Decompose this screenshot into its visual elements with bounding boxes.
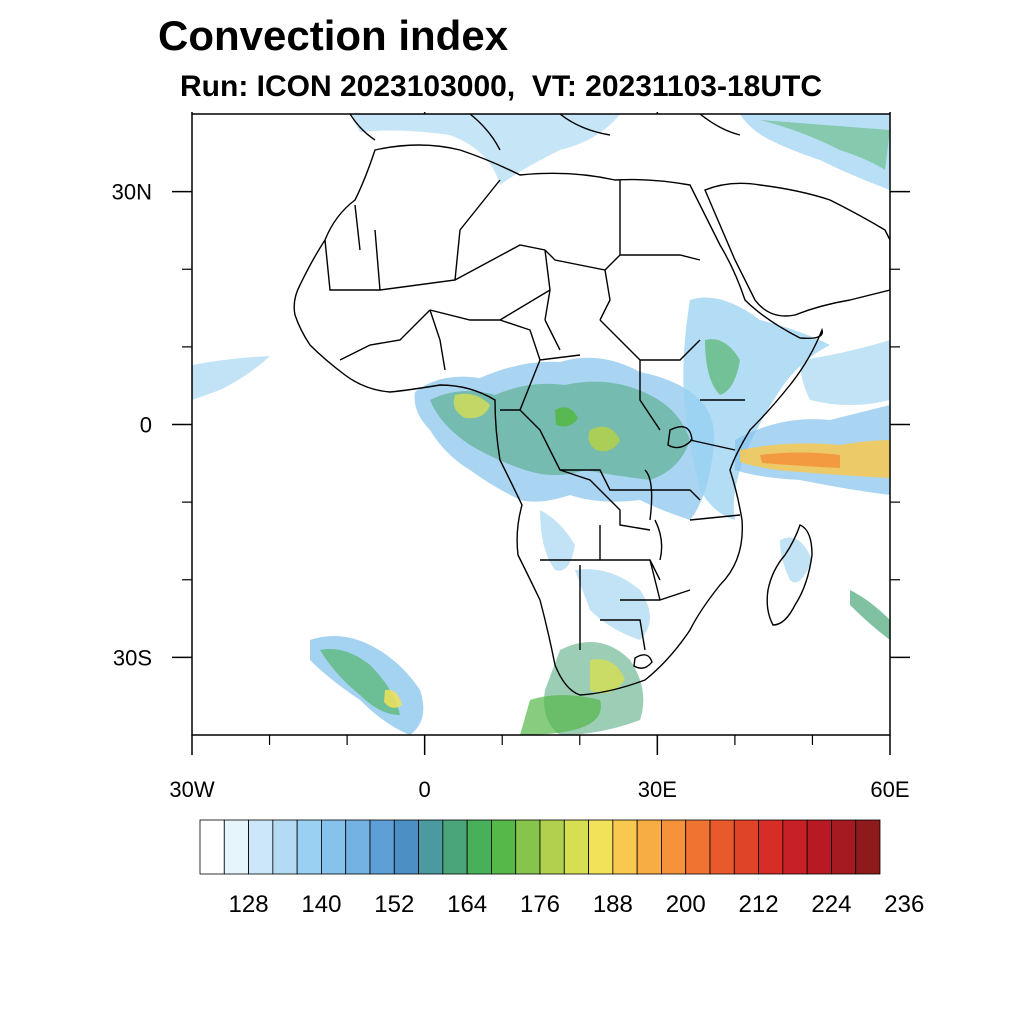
convection-area — [555, 407, 578, 427]
lat-tick-label: 0 — [140, 413, 152, 438]
colorbar-swatch — [321, 819, 347, 875]
lon-tick-label: 60E — [870, 777, 909, 802]
convection-area — [740, 114, 890, 190]
colorbar-label: 152 — [374, 891, 414, 918]
convection-area — [540, 510, 575, 571]
lesotho-outline — [633, 654, 653, 669]
colorbar-swatch — [831, 819, 857, 875]
colorbar: 128 140 152 164 176 188 200 212 224 236 — [199, 819, 924, 918]
convection-area — [800, 340, 890, 405]
colorbar-swatch — [418, 819, 444, 875]
colorbar-swatch — [491, 819, 517, 875]
colorbar-swatch — [272, 819, 298, 875]
colorbar-swatch — [563, 819, 589, 875]
colorbar-swatch — [466, 819, 492, 875]
colorbar-swatch — [345, 819, 371, 875]
colorbar-label: 224 — [811, 891, 851, 918]
colorbar-swatch — [369, 819, 395, 875]
europe-coastline — [349, 114, 741, 151]
colorbar-swatch — [636, 819, 662, 875]
colorbar-label: 128 — [229, 891, 269, 918]
coastlines — [293, 114, 890, 696]
colorbar-swatch — [588, 819, 614, 875]
convection-area — [320, 649, 400, 715]
lat-tick-label: 30N — [112, 180, 152, 205]
colorbar-swatch — [806, 819, 832, 875]
colorbar-swatch — [782, 819, 808, 875]
colorbar-swatch — [612, 819, 638, 875]
colorbar-swatch — [733, 819, 759, 875]
convection-area — [520, 695, 601, 735]
convection-area — [705, 339, 740, 395]
colorbar-label: 164 — [447, 891, 487, 918]
colorbar-swatch — [199, 819, 225, 875]
colorbar-label: 188 — [593, 891, 633, 918]
lon-tick-label: 30W — [169, 777, 214, 802]
convection-area — [384, 689, 402, 708]
colorbar-label: 212 — [739, 891, 779, 918]
convection-area — [590, 659, 625, 694]
colorbar-label: 200 — [666, 891, 706, 918]
convection-area — [850, 590, 890, 640]
convection-area — [192, 356, 270, 400]
colorbar-label: 236 — [884, 891, 924, 918]
convection-field — [192, 114, 890, 735]
colorbar-swatch — [248, 819, 274, 875]
colorbar-swatch — [296, 819, 322, 875]
convection-area — [588, 426, 620, 452]
africa-coastline — [293, 144, 824, 696]
colorbar-swatch — [539, 819, 565, 875]
arabia-coastline — [704, 182, 890, 317]
chart-title: Convection index — [158, 12, 509, 59]
colorbar-swatch — [393, 819, 419, 875]
colorbar-label: 140 — [301, 891, 341, 918]
convection-area — [760, 452, 840, 468]
colorbar-swatch — [442, 819, 468, 875]
colorbar-swatch — [685, 819, 711, 875]
convection-area — [350, 114, 620, 185]
convection-area — [575, 569, 650, 640]
lat-tick-label: 30S — [113, 645, 152, 670]
colorbar-swatch — [515, 819, 541, 875]
convection-area — [453, 393, 490, 419]
colorbar-swatch — [758, 819, 784, 875]
convection-area — [780, 537, 812, 583]
convection-area — [760, 120, 890, 170]
lon-tick-label: 0 — [419, 777, 431, 802]
map-axes: 30W 0 30E 60E 30N 0 30S — [112, 112, 910, 802]
colorbar-swatch — [661, 819, 687, 875]
lon-tick-label: 30E — [638, 777, 677, 802]
colorbar-label: 176 — [520, 891, 560, 918]
country-border — [324, 179, 745, 651]
convection-area — [683, 297, 830, 520]
chart-subtitle: Run: ICON 2023103000, VT: 20231103-18UTC — [180, 70, 822, 103]
colorbar-swatch — [223, 819, 249, 875]
lake-outline — [644, 426, 693, 561]
madagascar-coastline — [766, 524, 813, 626]
colorbar-swatch — [855, 819, 881, 875]
colorbar-swatch — [709, 819, 735, 875]
